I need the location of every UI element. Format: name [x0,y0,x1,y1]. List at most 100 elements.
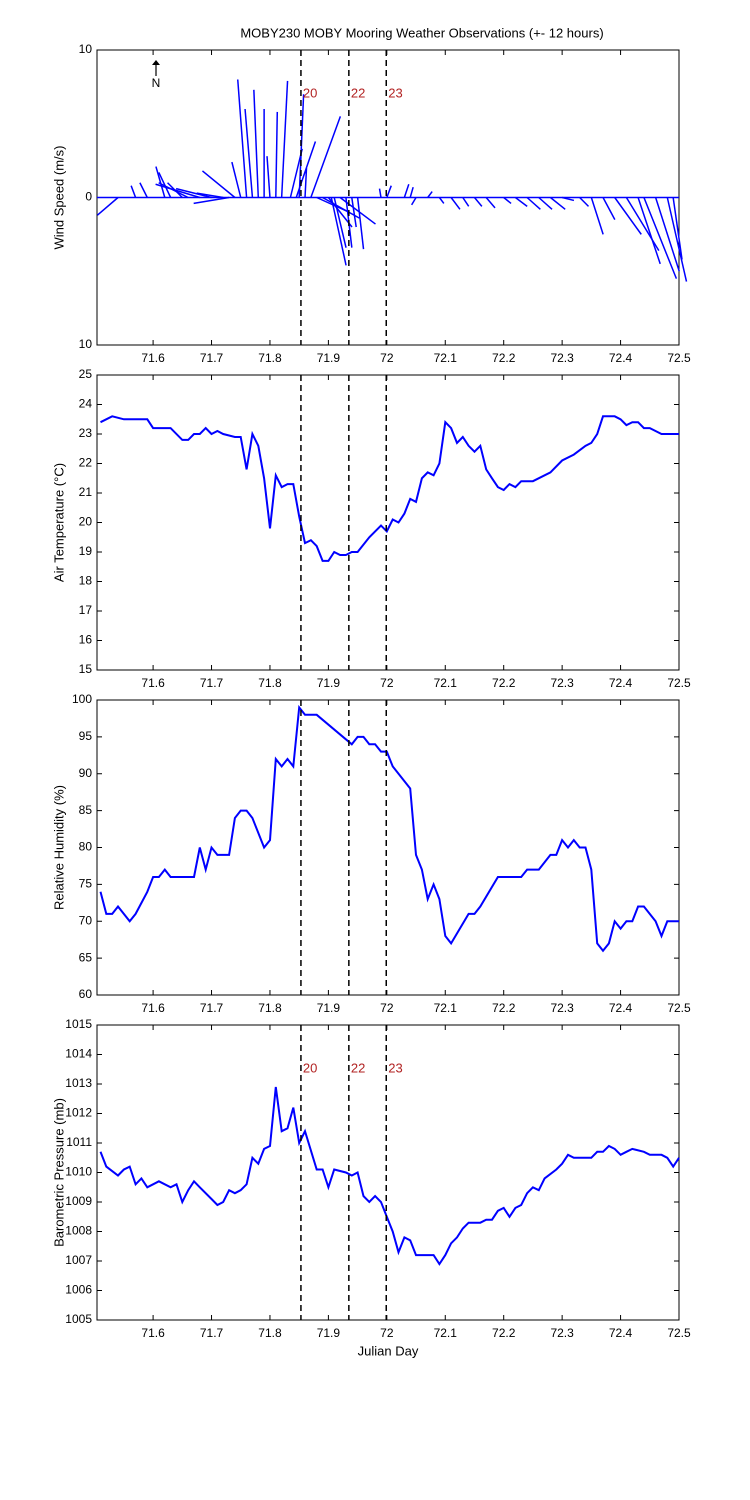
wind-stick [438,197,445,204]
y-tick-label: 1010 [65,1165,92,1179]
y-tick-label: 23 [79,426,93,440]
wind-stick [549,196,566,210]
event-label: 23 [388,1060,402,1075]
x-tick-label: 72 [380,1326,394,1340]
y-tick-label: 85 [79,803,93,817]
y-axis-label: Barometric Pressure (mb) [51,1098,66,1247]
wind-stick [351,197,357,228]
x-tick-label: 72 [380,676,394,690]
x-tick-label: 72.1 [434,351,458,365]
wind-stick [462,197,470,207]
event-label: 20 [303,85,317,100]
y-tick-label: 15 [79,662,93,676]
wind-stick [130,185,137,198]
wind-stick [378,188,382,198]
wind-stick [410,197,417,206]
y-tick-label: 60 [79,987,93,1001]
x-tick-label: 71.6 [141,351,165,365]
y-tick-label: 10 [79,42,93,56]
wind-stick [579,196,590,207]
wind-stick [450,197,461,210]
wind-stick [175,187,212,199]
wind-stick [231,161,242,198]
x-tick-label: 71.6 [141,1001,165,1015]
wind-stick [654,197,680,272]
x-tick-label: 71.7 [200,351,224,365]
x-tick-label: 72 [380,351,394,365]
x-tick-label: 71.7 [200,676,224,690]
wind-stick [275,111,279,198]
y-tick-label: 20 [79,515,93,529]
y-tick-label: 75 [79,877,93,891]
wind-stick [236,79,248,198]
wind-stick [637,197,661,265]
x-tick-label: 72.5 [667,1326,691,1340]
wind-stick [304,167,308,198]
plot-area [96,1024,680,1321]
x-tick-label: 71.9 [317,1326,341,1340]
wind-stick [503,196,512,204]
x-tick-label: 72.3 [550,1326,574,1340]
y-tick-label: 25 [79,367,93,381]
x-tick-label: 71.8 [258,1001,282,1015]
x-tick-label: 72.1 [434,1326,458,1340]
y-tick-label: 1011 [66,1135,92,1149]
x-tick-label: 72.1 [434,1001,458,1015]
x-tick-label: 72 [380,1001,394,1015]
wind-stick [672,197,683,260]
x-tick-label: 72.3 [550,676,574,690]
wind-stick [526,196,541,210]
wind-stick [386,185,392,198]
wind-stick [201,170,236,199]
wind-stick [196,192,224,199]
y-tick-label: 1007 [65,1253,92,1267]
x-tick-label: 71.9 [317,1001,341,1015]
chart-title: MOBY230 MOBY Mooring Weather Observation… [240,25,603,40]
wind-stick [514,196,528,207]
x-tick-label: 71.9 [317,676,341,690]
event-label: 22 [351,85,365,100]
wind-stick [155,166,166,198]
plot-area [96,374,680,671]
wind-stick [427,191,433,198]
y-tick-label: 1005 [65,1312,92,1326]
x-tick-label: 72.2 [492,1001,516,1015]
y-tick-label: 80 [79,840,93,854]
wind-stick [310,116,342,198]
x-tick-label: 71.9 [317,351,341,365]
x-tick-label: 71.8 [258,351,282,365]
y-tick-label: 95 [79,729,93,743]
wind-stick [139,182,148,198]
wind-stick [590,197,604,235]
y-tick-label: 0 [85,190,92,204]
wind-stick [96,196,119,216]
y-tick-label: 1013 [65,1076,92,1090]
x-tick-label: 71.7 [200,1326,224,1340]
y-tick-label: 19 [79,544,93,558]
x-tick-label: 71.7 [200,1001,224,1015]
wind-stick [538,196,553,210]
wind-stick [266,156,271,198]
wind-stick [280,80,289,198]
wind-stick [643,197,678,279]
y-tick-label: 1015 [65,1017,92,1031]
y-tick-label: 1014 [65,1047,92,1061]
x-tick-label: 72.1 [434,676,458,690]
event-label: 23 [388,85,402,100]
x-tick-label: 72.4 [609,676,633,690]
event-label: 22 [351,1060,365,1075]
x-tick-label: 72.2 [492,1326,516,1340]
x-tick-label: 71.6 [141,1326,165,1340]
y-tick-label: 1006 [65,1283,92,1297]
x-tick-label: 72.4 [609,351,633,365]
x-tick-label: 71.8 [258,676,282,690]
x-tick-label: 72.5 [667,1001,691,1015]
north-arrowhead [152,60,160,65]
x-tick-label: 72.4 [609,1326,633,1340]
x-tick-label: 71.6 [141,676,165,690]
north-label: N [152,76,161,90]
x-tick-label: 72.3 [550,1001,574,1015]
x-axis-label: Julian Day [358,1343,419,1358]
y-tick-label: 100 [72,692,92,706]
